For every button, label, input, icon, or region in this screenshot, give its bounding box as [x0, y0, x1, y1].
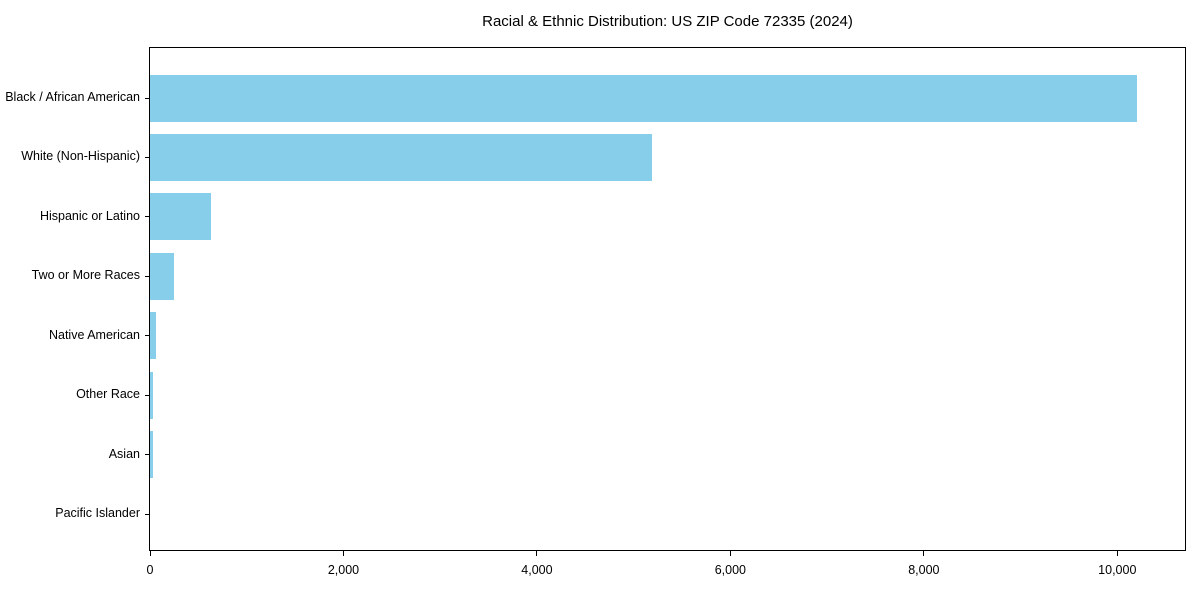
y-tick-mark [145, 216, 149, 218]
x-tick-label: 10,000 [1098, 563, 1137, 577]
bar-5 [150, 371, 154, 419]
y-tick-label: Hispanic or Latino [39, 208, 140, 223]
y-axis-labels: Black / African American White (Non-Hispa… [0, 47, 140, 551]
x-tick-mark [536, 551, 538, 556]
x-tick-label: 4,000 [521, 563, 553, 577]
x-tick-label: 2,000 [327, 563, 360, 577]
x-tick-mark [923, 551, 925, 556]
bar-0 [150, 74, 1137, 122]
x-tick-mark [1116, 551, 1118, 556]
y-tick-label: Black / African American [5, 90, 140, 104]
bar-6 [150, 431, 153, 479]
y-tick-mark [145, 97, 149, 99]
x-tick-mark [342, 551, 344, 556]
y-tick-mark [145, 394, 149, 396]
x-tick-label: 0 [146, 563, 154, 577]
y-tick-label: White (Non-Hispanic) [21, 149, 140, 164]
y-tick-label: Pacific Islander [55, 506, 140, 520]
x-tick-mark [729, 551, 731, 556]
y-tick-mark [145, 275, 149, 277]
x-tick-label: 8,000 [908, 563, 940, 577]
bar-2 [150, 193, 211, 241]
chart-title: Racial & Ethnic Distribution: US ZIP Cod… [482, 13, 853, 30]
y-tick-label: Asian [108, 446, 140, 461]
y-tick-mark [145, 335, 149, 337]
bar-3 [150, 252, 175, 300]
plot-area [145, 47, 1186, 551]
y-tick-mark [145, 156, 149, 158]
y-tick-label: Other Race [76, 387, 140, 402]
y-tick-mark [145, 454, 149, 456]
x-tick-label: 6,000 [714, 563, 746, 577]
y-tick-mark [145, 513, 149, 515]
bar-1 [150, 133, 653, 181]
x-tick-mark [149, 551, 151, 556]
x-axis: 0 2,000 4,000 6,000 8,000 10,000 [146, 551, 1185, 591]
y-tick-label: Two or More Races [31, 268, 140, 283]
y-tick-label: Native American [48, 327, 140, 342]
bar-4 [150, 312, 156, 360]
